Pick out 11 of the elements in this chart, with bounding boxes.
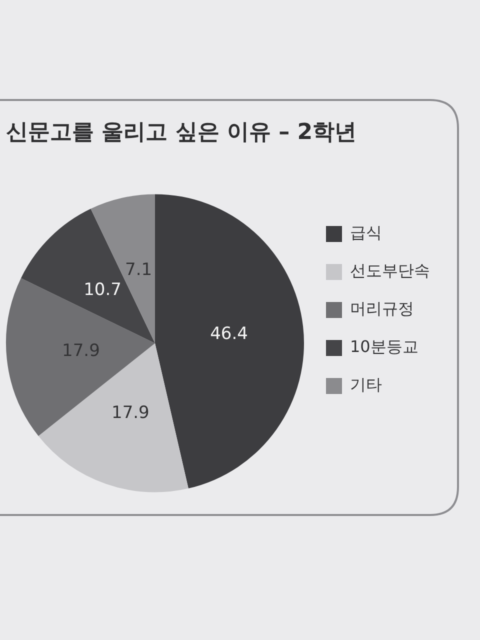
data-label: 17.9 (111, 402, 150, 423)
legend-label: 선도부단속 (350, 261, 430, 280)
legend-label: 10분등교 (350, 337, 418, 356)
legend-label: 급식 (350, 223, 382, 242)
chart-title: 신문고를 울리고 싶은 이유 – 2학년 (6, 120, 357, 145)
data-label: 46.4 (210, 324, 248, 344)
legend-label: 기타 (350, 375, 382, 394)
data-label: 10.7 (84, 280, 122, 300)
legend-label: 머리규정 (350, 299, 414, 318)
data-label: 7.1 (124, 260, 152, 280)
data-label: 17.9 (62, 340, 100, 361)
